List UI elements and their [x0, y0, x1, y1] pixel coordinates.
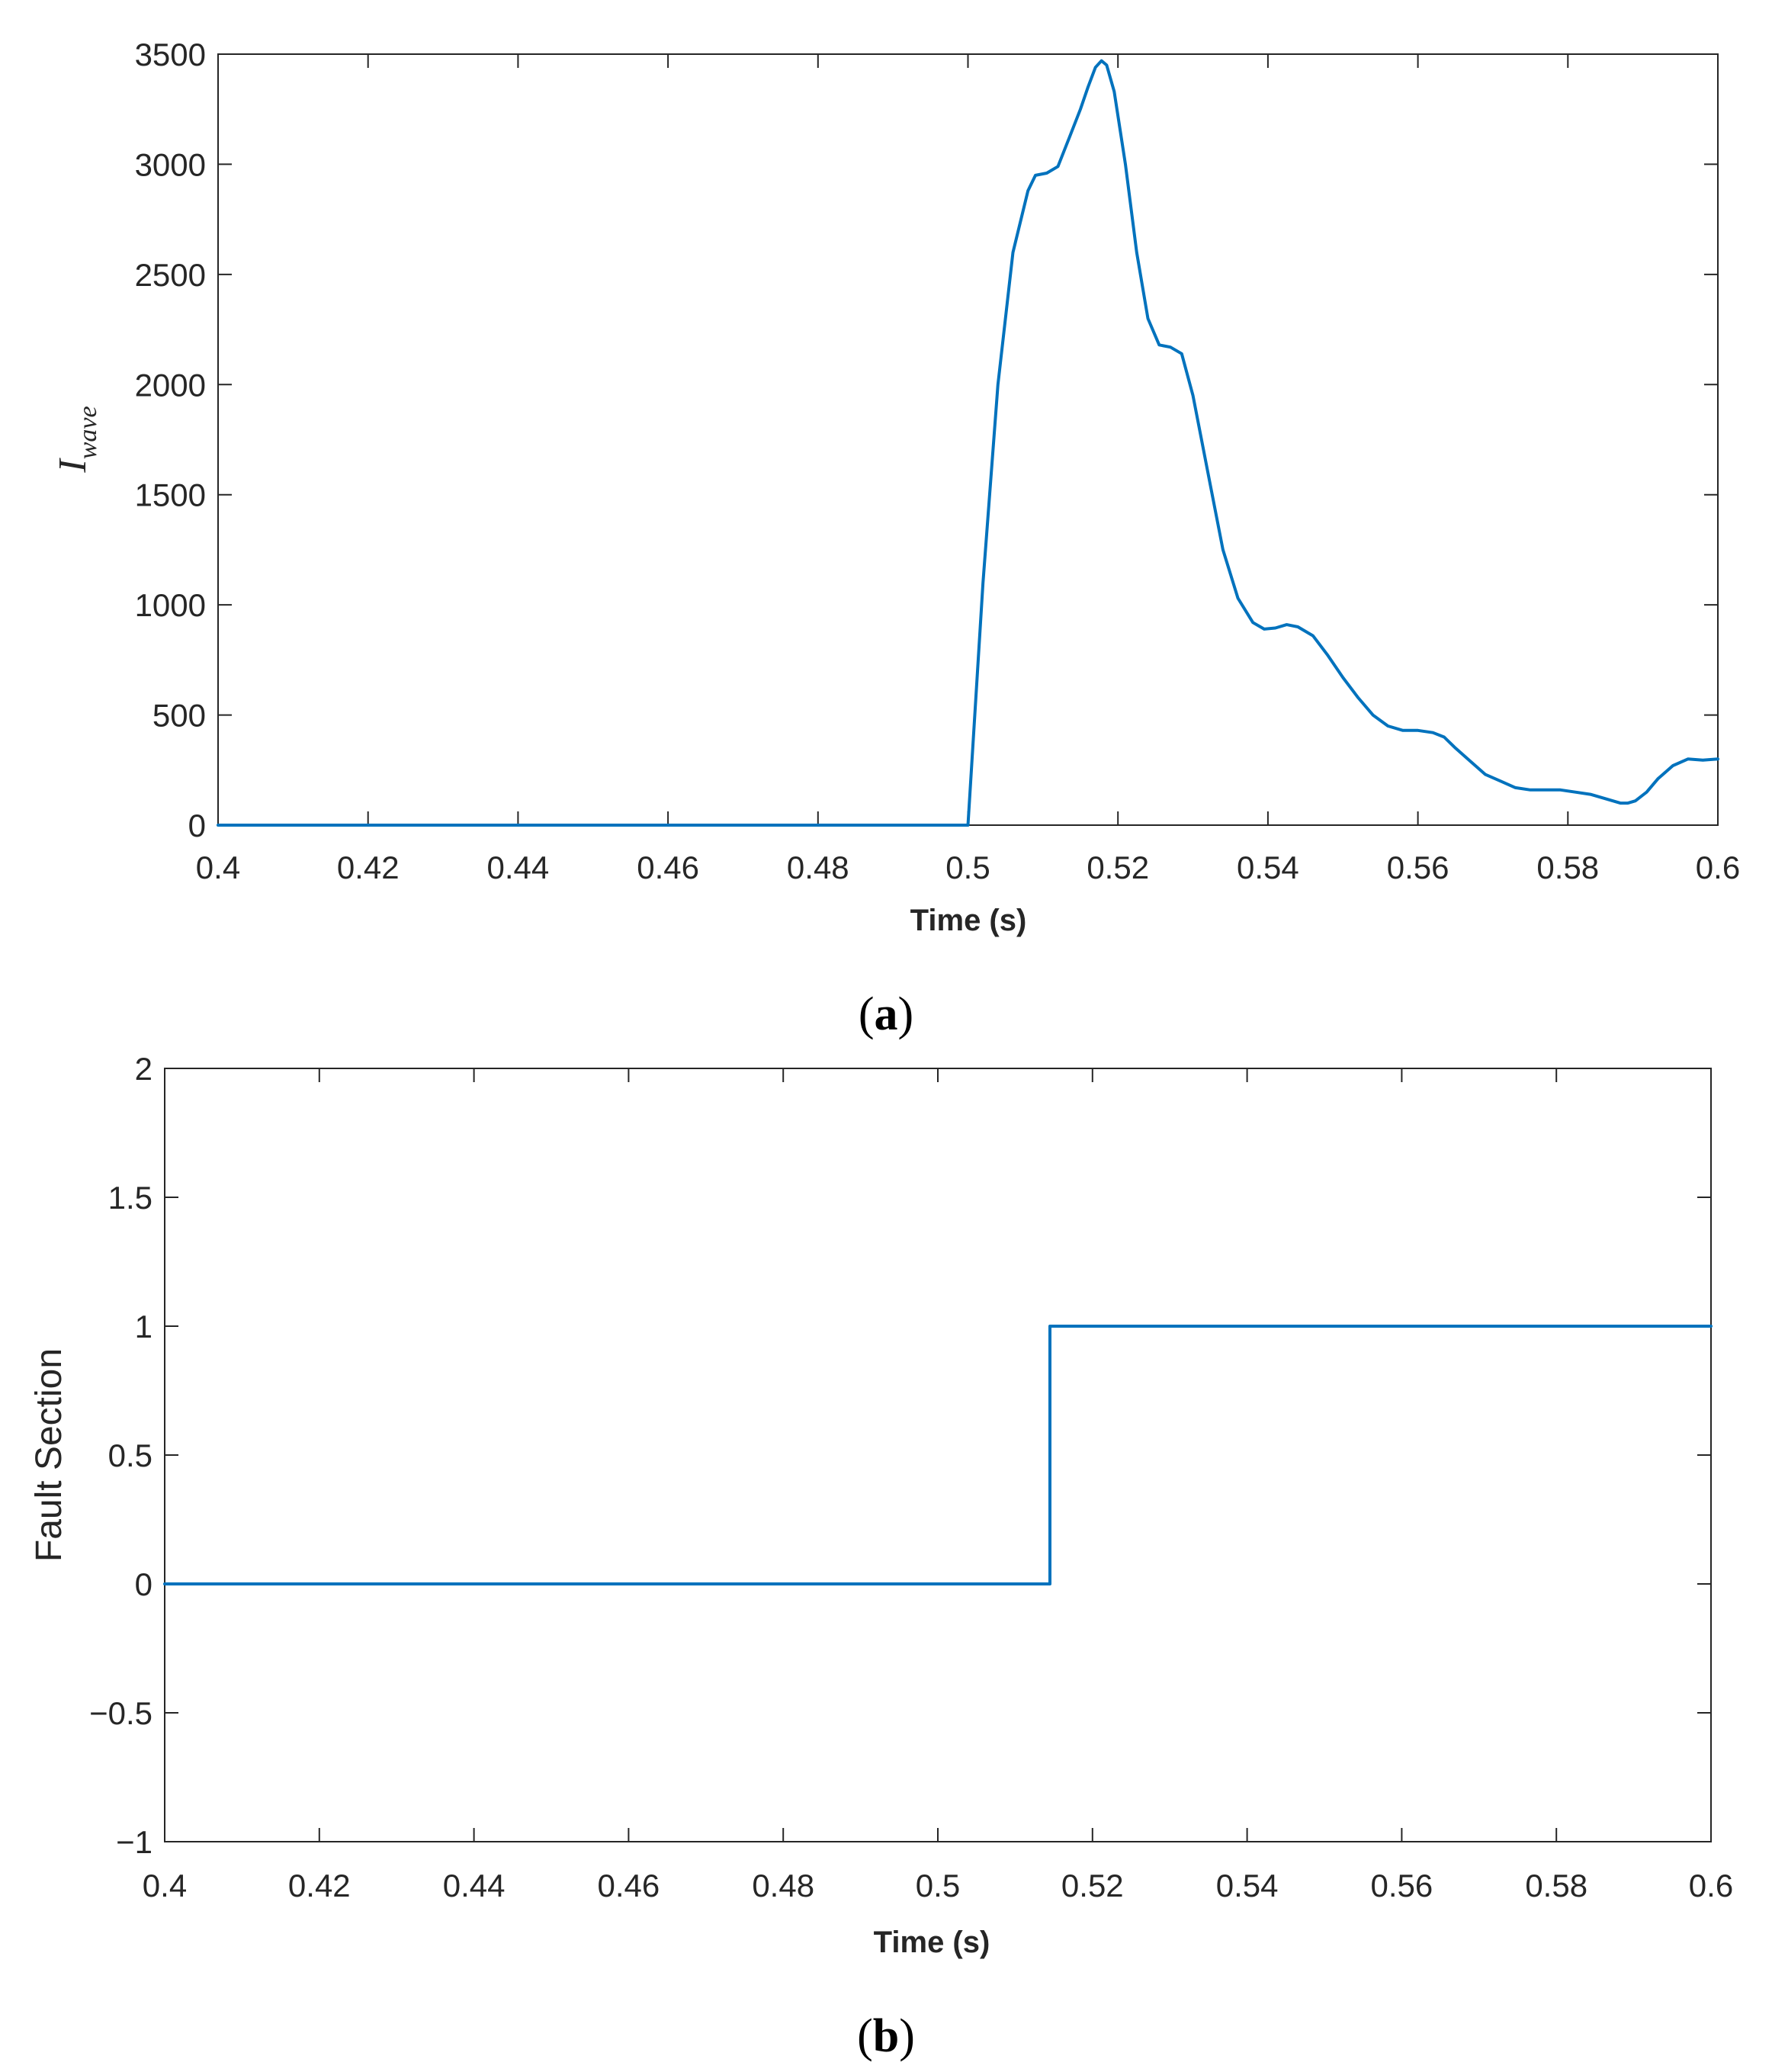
chart-b-ticks [164, 1068, 1712, 1842]
chart-b-y-tick-label: 2 [135, 1051, 152, 1087]
chart-a-series-line [217, 59, 1719, 827]
chart-b-x-tick-label: 0.42 [288, 1868, 351, 1903]
chart-a-y-tick-label: 2500 [135, 257, 206, 293]
chart-b-x-tick-label: 0.48 [752, 1868, 814, 1903]
chart-a-y-tick-label: 3000 [135, 146, 206, 182]
chart-b-y-tick-label: −1 [116, 1824, 152, 1860]
chart-a-x-tick-label: 0.48 [787, 850, 849, 885]
chart-a-y-tick-label: 3500 [135, 37, 206, 72]
chart-b-y-tick-label: 0 [135, 1566, 152, 1602]
chart-a-x-tick-label: 0.6 [1696, 850, 1740, 885]
chart-b-x-tick-label: 0.4 [143, 1868, 187, 1903]
chart-a-y-tick-label: 1500 [135, 477, 206, 513]
panel-label-b: (b) [857, 2010, 915, 2062]
chart-b-x-tick-label: 0.44 [443, 1868, 506, 1903]
chart-b-y-tick-label: −0.5 [89, 1695, 152, 1731]
chart-a-y-axis-title: Iwave [51, 406, 102, 473]
chart-b: 0.4 0.42 0.44 0.46 0.48 0.5 0.52 0.54 0.56 0.58 0.… [29, 1051, 1733, 1959]
chart-a: 0.4 0.42 0.44 0.46 0.48 0.5 0.52 0.54 0.56 0.58 0.… [51, 37, 1740, 937]
chart-a-x-tick-label: 0.4 [196, 850, 240, 885]
chart-b-x-tick-label: 0.52 [1061, 1868, 1124, 1903]
chart-a-x-tick-labels: 0.4 0.42 0.44 0.46 0.48 0.5 0.52 0.54 0.56 0.58 0.… [196, 850, 1740, 885]
chart-a-x-tick-label: 0.42 [337, 850, 400, 885]
chart-a-frame [217, 53, 1719, 826]
chart-a-x-axis-title: Time (s) [910, 904, 1027, 937]
chart-a-y-tick-label: 0 [188, 808, 206, 843]
chart-b-y-tick-label: 0.5 [108, 1438, 152, 1473]
chart-a-y-axis-title-subscript: wave [74, 406, 102, 459]
chart-b-x-tick-label: 0.56 [1371, 1868, 1433, 1903]
chart-b-frame [164, 1068, 1712, 1842]
chart-a-x-tick-label: 0.46 [637, 850, 699, 885]
chart-b-y-tick-label: 1.5 [108, 1180, 152, 1216]
chart-b-x-tick-label: 0.46 [598, 1868, 660, 1903]
chart-b-x-tick-label: 0.58 [1525, 1868, 1587, 1903]
chart-b-x-tick-label: 0.5 [916, 1868, 960, 1903]
chart-a-x-tick-label: 0.54 [1237, 850, 1299, 885]
chart-b-series-line [163, 1325, 1713, 1585]
chart-a-x-tick-label: 0.44 [487, 850, 550, 885]
chart-b-y-tick-labels: −1 −0.5 0 0.5 1 1.5 2 [89, 1051, 152, 1860]
chart-a-x-tick-label: 0.58 [1536, 850, 1599, 885]
chart-a-y-tick-label: 1000 [135, 587, 206, 623]
chart-a-y-tick-label: 2000 [135, 367, 206, 403]
chart-a-ticks [217, 53, 1719, 826]
panel-label-a: (a) [859, 988, 913, 1040]
chart-b-y-tick-label: 1 [135, 1309, 152, 1344]
chart-a-y-tick-labels: 0 500 1000 1500 2000 2500 3000 3500 [135, 37, 206, 843]
chart-b-x-axis-title: Time (s) [874, 1926, 990, 1959]
chart-a-x-tick-label: 0.56 [1387, 850, 1449, 885]
chart-a-x-tick-label: 0.5 [945, 850, 990, 885]
chart-b-x-tick-label: 0.54 [1216, 1868, 1279, 1903]
chart-b-x-tick-labels: 0.4 0.42 0.44 0.46 0.48 0.5 0.52 0.54 0.56 0.58 0.… [143, 1868, 1733, 1903]
chart-a-y-tick-label: 500 [152, 698, 206, 734]
chart-a-x-tick-label: 0.52 [1087, 850, 1149, 885]
chart-b-x-tick-label: 0.6 [1689, 1868, 1733, 1903]
chart-b-y-axis-title: Fault Section [29, 1348, 69, 1562]
chart-a-y-axis-title-main: I [51, 458, 95, 474]
